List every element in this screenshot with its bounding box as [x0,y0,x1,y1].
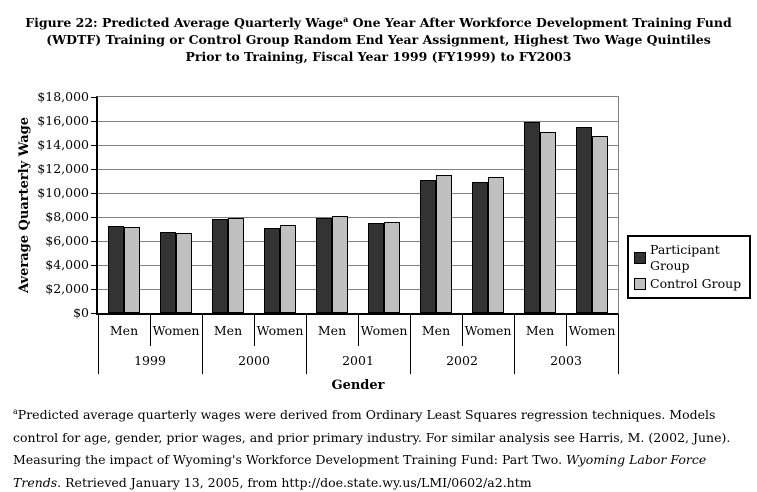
gridline-2000 [98,289,618,290]
x-axis-gender-separator-1 [254,315,255,346]
footnote: aPredicted average quarterly wages were … [13,401,746,492]
y-tick-0 [91,313,96,314]
bar-participant-group-2000-women [264,228,280,313]
plot-area [96,96,619,315]
y-tick-14000 [91,145,96,146]
legend: Participant Group Control Group [627,235,751,299]
footnote-text-2: Retrieved January 13, 2005, from http://… [61,474,532,490]
bar-participant-group-2001-men [316,218,332,313]
chart-title-line1-pre: Figure 22: Predicted Average Quarterly W… [25,15,344,31]
y-tick-16000 [91,121,96,122]
bar-control-group-1999-men [124,227,140,313]
gridline-4000 [98,265,618,266]
y-tick-label-4000: $4,000 [45,257,89,272]
chart-title-line2: (WDTF) Training or Control Group Random … [46,32,711,48]
x-label-year-2003: 2003 [550,352,582,368]
y-tick-label-8000: $8,000 [45,209,89,224]
bar-participant-group-2003-men [524,122,540,313]
y-tick-label-16000: $16,000 [37,113,89,128]
bar-participant-group-2003-women [576,127,592,313]
y-tick-label-14000: $14,000 [37,137,89,152]
bar-participant-group-2001-women [368,223,384,313]
x-axis-year-separator-1 [202,315,203,374]
y-tick-2000 [91,289,96,290]
y-tick-label-2000: $2,000 [45,281,89,296]
chart-title: Figure 22: Predicted Average Quarterly W… [0,11,757,65]
x-axis-year-separator-3 [410,315,411,374]
gridline-8000 [98,217,618,218]
y-tick-12000 [91,169,96,170]
x-axis-title: Gender [331,378,385,393]
bar-control-group-2001-women [384,222,400,313]
x-label-year-2001: 2001 [342,352,374,368]
chart-title-line1-post: One Year After Workforce Development Tra… [348,15,732,31]
bar-control-group-2002-men [436,175,452,313]
x-axis-year-separator-5 [618,315,619,374]
bar-participant-group-2000-men [212,219,228,313]
x-label-gender-2003-women: Women [568,323,616,338]
legend-swatch-control-icon [634,278,646,290]
footnote-superscript: a [13,407,18,416]
legend-label-participant: Participant Group [650,242,720,273]
bar-control-group-1999-women [176,233,192,313]
y-tick-label-18000: $18,000 [37,89,89,104]
y-tick-label-0: $0 [73,305,89,320]
legend-item-participant: Participant Group [634,242,745,274]
bar-participant-group-1999-women [160,232,176,313]
x-label-gender-2000-men: Men [213,323,243,338]
x-label-gender-2001-women: Women [360,323,408,338]
x-axis-gender-separator-2 [358,315,359,346]
x-label-gender-2002-women: Women [464,323,512,338]
bar-participant-group-1999-men [108,226,124,313]
x-axis-year-separator-0 [98,315,99,374]
x-label-year-1999: 1999 [134,352,166,368]
bar-control-group-2003-women [592,136,608,313]
y-tick-6000 [91,241,96,242]
x-label-year-2002: 2002 [446,352,478,368]
bar-participant-group-2002-men [420,180,436,313]
y-tick-10000 [91,193,96,194]
gridline-10000 [98,193,618,194]
y-tick-8000 [91,217,96,218]
chart-title-superscript: a [343,14,349,24]
y-tick-4000 [91,265,96,266]
bar-control-group-2003-men [540,132,556,313]
bar-participant-group-2002-women [472,182,488,313]
x-label-gender-2000-women: Women [256,323,304,338]
x-axis-year-separator-4 [514,315,515,374]
x-label-gender-2003-men: Men [525,323,555,338]
x-label-year-2000: 2000 [238,352,270,368]
x-label-gender-1999-women: Women [152,323,200,338]
bar-control-group-2000-men [228,218,244,313]
gridline-16000 [98,121,618,122]
footnote-text-1: Predicted average quarterly wages were d… [13,407,731,468]
legend-item-control: Control Group [634,276,745,292]
legend-label-control: Control Group [650,276,742,291]
x-axis-gender-separator-3 [462,315,463,346]
bar-control-group-2000-women [280,225,296,313]
chart-title-line3: Prior to Training, Fiscal Year 1999 (FY1… [185,49,572,65]
x-label-gender-1999-men: Men [109,323,139,338]
y-tick-label-6000: $6,000 [45,233,89,248]
x-axis-gender-separator-0 [150,315,151,346]
x-axis-year-separator-2 [306,315,307,374]
x-label-gender-2002-men: Men [421,323,451,338]
x-axis-gender-separator-4 [566,315,567,346]
y-tick-18000 [91,97,96,98]
footnote-italic-citation: Wyoming Labor Force Trends. [13,452,707,490]
bar-control-group-2001-men [332,216,348,313]
y-tick-label-12000: $12,000 [37,161,89,176]
bar-control-group-2002-women [488,177,504,313]
legend-swatch-participant-icon [634,252,646,264]
chart-title-line1: Figure 22: Predicted Average Quarterly W… [0,11,757,31]
gridline-12000 [98,169,618,170]
y-tick-label-10000: $10,000 [37,185,89,200]
gridline-6000 [98,241,618,242]
y-axis-title: Average Quarterly Wage [17,117,32,293]
x-label-gender-2001-men: Men [317,323,347,338]
gridline-14000 [98,145,618,146]
